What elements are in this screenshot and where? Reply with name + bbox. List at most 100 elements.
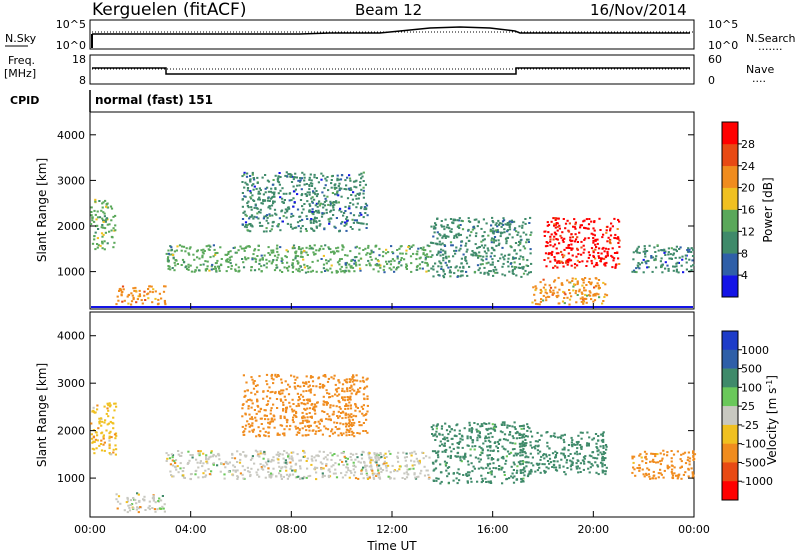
echo-cell (290, 408, 294, 411)
echo-cell (432, 265, 435, 268)
echo-cell (338, 182, 341, 185)
echo-cell (252, 188, 255, 191)
echo-cell (100, 432, 103, 435)
echo-cell (600, 257, 603, 260)
echo-cell (330, 182, 333, 185)
echo-cell (250, 206, 253, 209)
echo-cell (482, 442, 485, 445)
echo-cell (553, 235, 556, 238)
colorbar-swatch (722, 387, 738, 407)
echo-cell (195, 250, 199, 253)
echo-cell (309, 389, 312, 392)
echo-cell (598, 296, 601, 299)
echo-cell (357, 222, 360, 224)
echo-cell (496, 229, 499, 232)
echo-cell (284, 211, 287, 214)
echo-cell (594, 263, 598, 266)
echo-cell (189, 473, 193, 476)
echo-cell (343, 188, 346, 190)
echo-cell (242, 374, 245, 377)
echo-cell (545, 296, 548, 299)
echo-cell (309, 391, 312, 394)
echo-cell (593, 265, 596, 268)
echo-cell (596, 242, 599, 245)
echo-cell (501, 265, 504, 268)
echo-cell (289, 467, 292, 470)
echo-cell (418, 459, 421, 462)
echo-cell (645, 472, 648, 475)
echo-cell (590, 220, 593, 223)
echo-cell (329, 202, 332, 205)
echo-cell (515, 454, 518, 457)
echo-cell (143, 290, 146, 293)
echo-cell (243, 454, 247, 457)
echo-cell (323, 194, 326, 197)
echo-cell (679, 246, 682, 249)
echo-cell (490, 457, 493, 459)
echo-cell (352, 424, 355, 427)
echo-cell (353, 219, 356, 222)
echo-cell (671, 477, 675, 480)
echo-cell (181, 258, 185, 261)
echo-cell (294, 172, 297, 175)
echo-cell (457, 455, 460, 458)
echo-cell (232, 469, 235, 472)
echo-cell (545, 299, 548, 302)
echo-cell (523, 467, 526, 470)
echo-cell (573, 226, 576, 229)
echo-cell (348, 205, 351, 208)
echo-cell (359, 257, 362, 260)
echo-cell (252, 253, 255, 256)
echo-cell (115, 493, 118, 496)
echo-cell (193, 258, 196, 261)
echo-cell (344, 408, 347, 410)
echo-cell (582, 456, 586, 459)
echo-cell (262, 230, 266, 233)
echo-cell (588, 254, 591, 257)
echo-cell (466, 475, 469, 477)
echo-cell (506, 439, 509, 442)
echo-cell (340, 412, 343, 414)
echo-cell (305, 183, 308, 185)
echo-cell (195, 469, 198, 472)
echo-cell (488, 467, 491, 470)
echo-cell (242, 261, 245, 264)
echo-cell (350, 422, 353, 424)
echo-cell (357, 388, 360, 391)
echo-cell (336, 177, 339, 180)
echo-cell (561, 253, 564, 256)
echo-cell (562, 240, 565, 243)
echo-cell (618, 239, 621, 242)
echo-cell (496, 225, 499, 228)
echo-region (90, 198, 117, 251)
echo-cell (289, 424, 292, 427)
echo-cell (487, 471, 490, 474)
echo-cell (588, 461, 591, 464)
echo-cell (473, 218, 476, 221)
echo-cell (281, 466, 284, 469)
echo-cell (309, 266, 312, 269)
echo-cell (382, 268, 385, 271)
echo-cell (481, 480, 484, 482)
echo-cell (292, 265, 295, 268)
echo-cell (557, 276, 560, 279)
echo-cell (550, 252, 553, 255)
echo-cell (308, 400, 312, 403)
echo-cell (229, 250, 232, 253)
nsearch-label: N.Search (746, 32, 796, 45)
echo-cell (405, 268, 408, 270)
echo-cell (292, 469, 295, 472)
echo-cell (342, 423, 345, 426)
echo-cell (569, 465, 572, 468)
echo-cell (526, 425, 530, 428)
echo-cell (473, 270, 477, 273)
echo-cell (469, 437, 472, 440)
echo-cell (490, 237, 494, 240)
echo-cell (410, 245, 413, 248)
echo-cell (430, 225, 433, 228)
echo-cell (111, 421, 114, 424)
echo-cell (253, 185, 256, 188)
freq-label-line2: [MHz] (4, 67, 36, 80)
echo-cell (265, 266, 268, 269)
echo-cell (108, 447, 111, 450)
